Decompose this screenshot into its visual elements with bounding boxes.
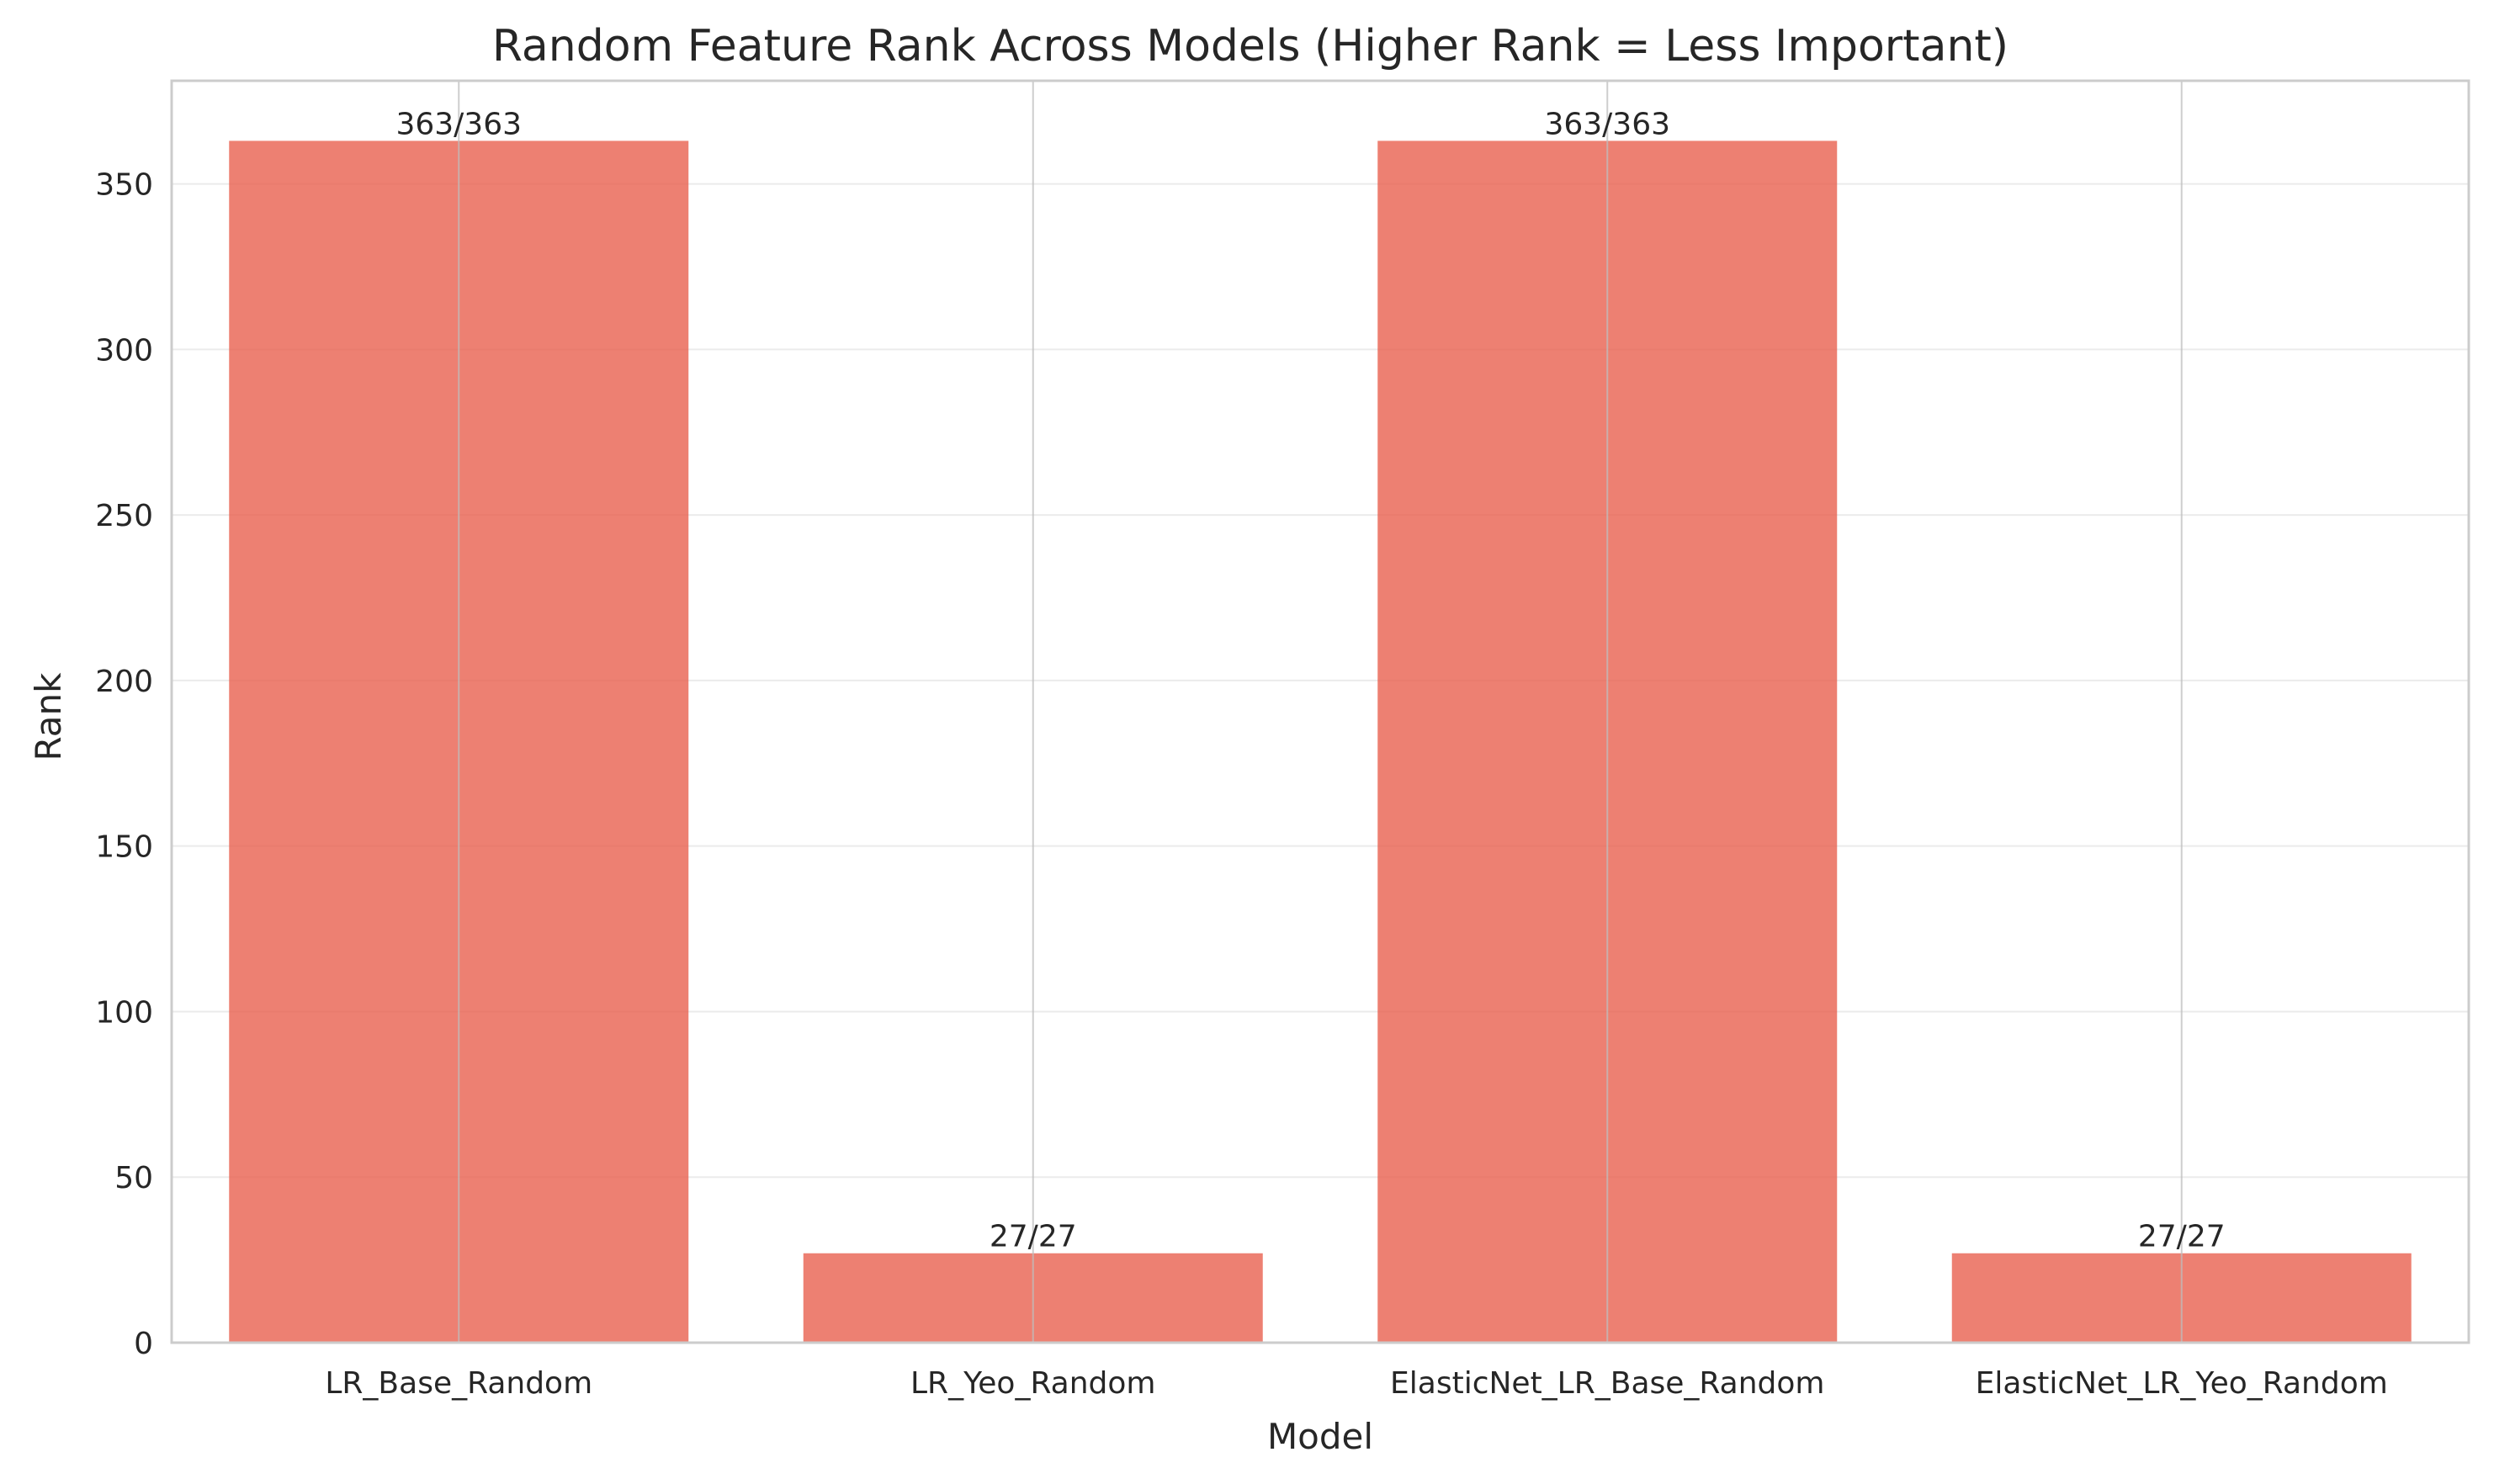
y-tick-label: 0 (134, 1327, 153, 1361)
y-tick-label: 250 (95, 499, 153, 533)
y-tick-label: 100 (95, 995, 153, 1030)
bar-data-label: 363/363 (1544, 107, 1670, 141)
x-ticks: LR_Base_Random LR_Yeo_Random ElasticNet_LR… (325, 1366, 2387, 1401)
y-ticks: 0 50 100 150 200 250 300 350 (95, 168, 153, 1361)
data-labels: 363/363 27/27 363/363 27/27 (395, 107, 2225, 1253)
y-axis-label: Rank (28, 672, 69, 761)
bar-data-label: 27/27 (990, 1220, 1077, 1254)
chart-title: Random Feature Rank Across Models (Highe… (492, 21, 2008, 72)
plot-frame (170, 79, 2470, 1344)
x-tick-label: LR_Yeo_Random (910, 1366, 1156, 1401)
vertical-grid (458, 81, 2183, 1343)
x-tick-label: LR_Base_Random (325, 1366, 592, 1401)
y-tick-label: 50 (114, 1161, 153, 1195)
y-tick-label: 300 (95, 333, 153, 368)
y-tick-label: 350 (95, 168, 153, 203)
y-tick-label: 200 (95, 665, 153, 699)
y-tick-label: 150 (95, 830, 153, 865)
x-axis-label: Model (1267, 1416, 1373, 1457)
bar-data-label: 27/27 (2138, 1220, 2226, 1254)
x-tick-label: ElasticNet_LR_Base_Random (1390, 1366, 1824, 1401)
bar-data-label: 363/363 (395, 107, 522, 141)
x-tick-label: ElasticNet_LR_Yeo_Random (1976, 1366, 2388, 1401)
